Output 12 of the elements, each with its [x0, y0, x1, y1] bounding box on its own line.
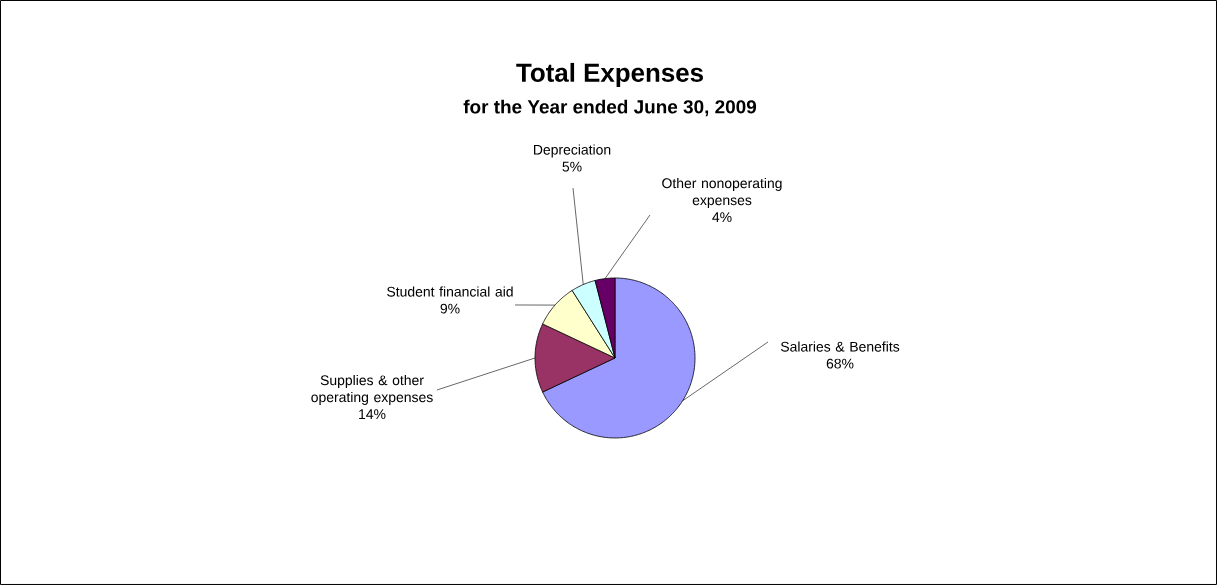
chart-title: Total Expenses — [516, 62, 703, 88]
data-label: 9% — [440, 303, 460, 314]
slice-label: Salaries & Benefits — [780, 341, 900, 352]
slice-label: Student financial aid — [387, 286, 513, 297]
slice-label: Other nonoperating expenses — [662, 177, 782, 208]
data-label: 68% — [826, 358, 854, 369]
chart-subtitle: for the Year ended June 30, 2009 — [463, 99, 757, 117]
slice-label: Depreciation — [534, 144, 611, 158]
data-label: 5% — [562, 161, 582, 172]
data-label: 4% — [712, 212, 732, 223]
data-label: 14% — [359, 409, 386, 420]
slice-label: Supplies & other operating expenses — [311, 374, 433, 405]
